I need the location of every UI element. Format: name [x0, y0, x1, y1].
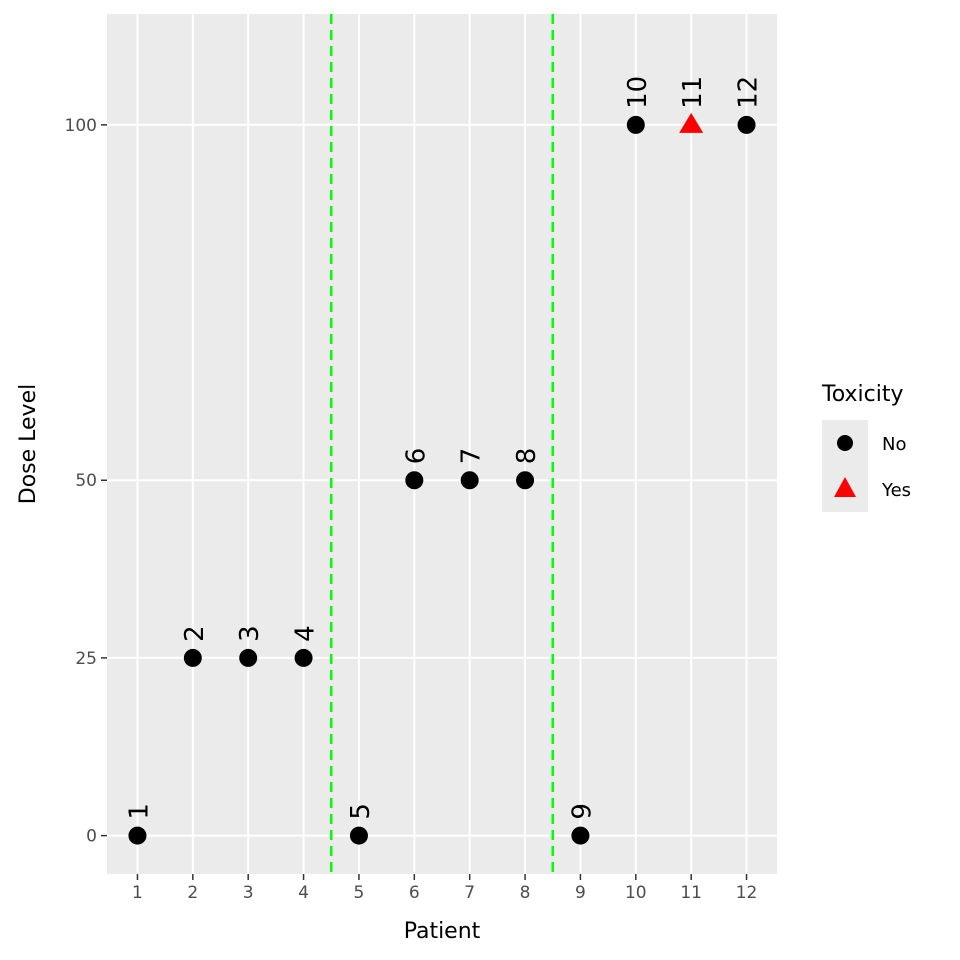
x-tick-label: 10: [625, 883, 647, 903]
legend-key-no: [837, 435, 853, 451]
point-toxicity-no: [516, 471, 535, 490]
point-toxicity-no: [183, 648, 202, 667]
point-label: 3: [235, 625, 265, 642]
point-label: 7: [457, 448, 487, 465]
point-label: 4: [291, 625, 321, 642]
point-toxicity-no: [294, 648, 313, 667]
point-label: 1: [124, 803, 154, 820]
x-tick-label: 4: [298, 883, 309, 903]
point-toxicity-no: [128, 826, 147, 845]
point-label: 8: [512, 448, 542, 465]
point-toxicity-no: [571, 826, 590, 845]
point-toxicity-yes: [679, 112, 704, 133]
y-tick-label: 25: [75, 649, 97, 669]
point-label: 9: [567, 803, 597, 820]
point-label: 12: [734, 76, 764, 109]
y-tick-label: 50: [75, 471, 97, 491]
y-axis-title: Dose Level: [16, 384, 41, 504]
panel-background: [107, 14, 777, 874]
point-toxicity-no: [460, 471, 479, 490]
legend-key-yes: [834, 477, 856, 497]
x-tick-label: 1: [132, 883, 143, 903]
point-label: 11: [678, 76, 708, 109]
x-tick-label: 9: [575, 883, 586, 903]
point-toxicity-no: [626, 115, 645, 134]
x-tick-label: 6: [409, 883, 420, 903]
x-tick-label: 5: [354, 883, 365, 903]
x-tick-label: 8: [520, 883, 531, 903]
legend-title: Toxicity: [821, 382, 903, 407]
legend-key-background: [822, 420, 868, 512]
y-tick-label: 100: [65, 116, 97, 136]
legend: Toxicity No Yes: [821, 382, 911, 512]
y-tick-label: 0: [86, 827, 97, 847]
legend-label-yes: Yes: [881, 480, 911, 501]
x-tick-label: 11: [680, 883, 702, 903]
point-label: 2: [180, 625, 210, 642]
point-toxicity-no: [405, 471, 424, 490]
x-tick-label: 12: [736, 883, 758, 903]
x-tick-label: 7: [464, 883, 475, 903]
point-label: 6: [401, 448, 431, 465]
x-axis-title: Patient: [404, 919, 481, 944]
x-tick-label: 3: [243, 883, 254, 903]
x-tick-label: 2: [187, 883, 198, 903]
point-toxicity-no: [349, 826, 368, 845]
point-label: 5: [346, 803, 376, 820]
point-toxicity-no: [239, 648, 258, 667]
legend-label-no: No: [882, 434, 906, 455]
point-toxicity-no: [737, 115, 756, 134]
point-label: 10: [623, 76, 653, 109]
